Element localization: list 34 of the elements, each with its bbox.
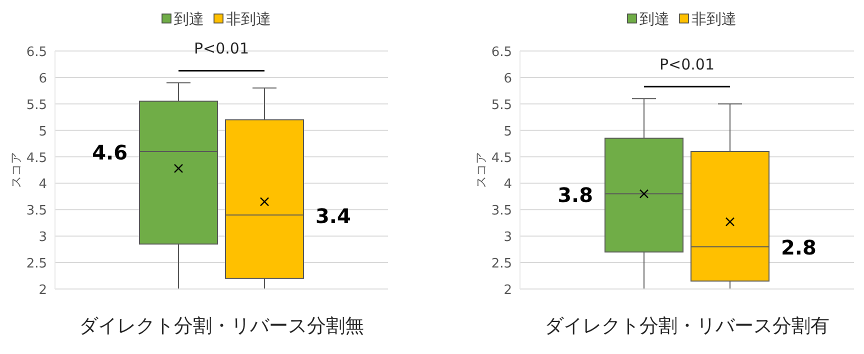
annotation: 2.8 bbox=[781, 236, 816, 260]
y-tick-label: 5.5 bbox=[26, 98, 47, 113]
annotation: P<0.01 bbox=[659, 56, 715, 74]
y-axis-title: スコア bbox=[474, 152, 488, 188]
y-tick-label: 4.5 bbox=[26, 150, 47, 166]
y-tick-label: 4.5 bbox=[491, 150, 512, 166]
y-tick-label: 4 bbox=[504, 177, 512, 192]
x-axis-title: ダイレクト分割・リバース分割無 bbox=[79, 315, 364, 337]
y-tick-label: 2.5 bbox=[26, 256, 47, 272]
legend-label: 非到達 bbox=[226, 10, 271, 28]
y-tick-label: 2 bbox=[38, 283, 47, 298]
y-tick-label: 5 bbox=[38, 124, 47, 140]
y-tick-label: 2 bbox=[504, 283, 512, 298]
y-tick-label: 3.5 bbox=[491, 204, 512, 219]
legend-label: 到達 bbox=[174, 10, 204, 28]
y-tick-label: 4 bbox=[38, 177, 47, 192]
y-tick-label: 6 bbox=[38, 71, 47, 86]
annotation: 3.4 bbox=[316, 204, 351, 228]
annotation: 3.8 bbox=[558, 182, 593, 207]
legend-label: 非到達 bbox=[692, 10, 736, 28]
y-tick-label: 5 bbox=[504, 124, 512, 140]
y-tick-label: 6.5 bbox=[26, 45, 47, 60]
y-tick-label: 3 bbox=[504, 230, 512, 246]
y-tick-label: 3.5 bbox=[26, 204, 47, 219]
y-tick-label: 2.5 bbox=[491, 256, 512, 272]
y-tick-label: 5.5 bbox=[491, 98, 512, 113]
y-tick-label: 6 bbox=[504, 71, 512, 86]
x-axis-title: ダイレクト分割・リバース分割有 bbox=[544, 315, 830, 337]
y-tick-label: 3 bbox=[38, 230, 47, 246]
annotation: 4.6 bbox=[92, 140, 128, 164]
annotation: P<0.01 bbox=[194, 40, 250, 58]
legend-label: 到達 bbox=[640, 10, 670, 28]
y-axis-title: スコア bbox=[9, 152, 23, 188]
y-tick-label: 6.5 bbox=[491, 45, 512, 60]
